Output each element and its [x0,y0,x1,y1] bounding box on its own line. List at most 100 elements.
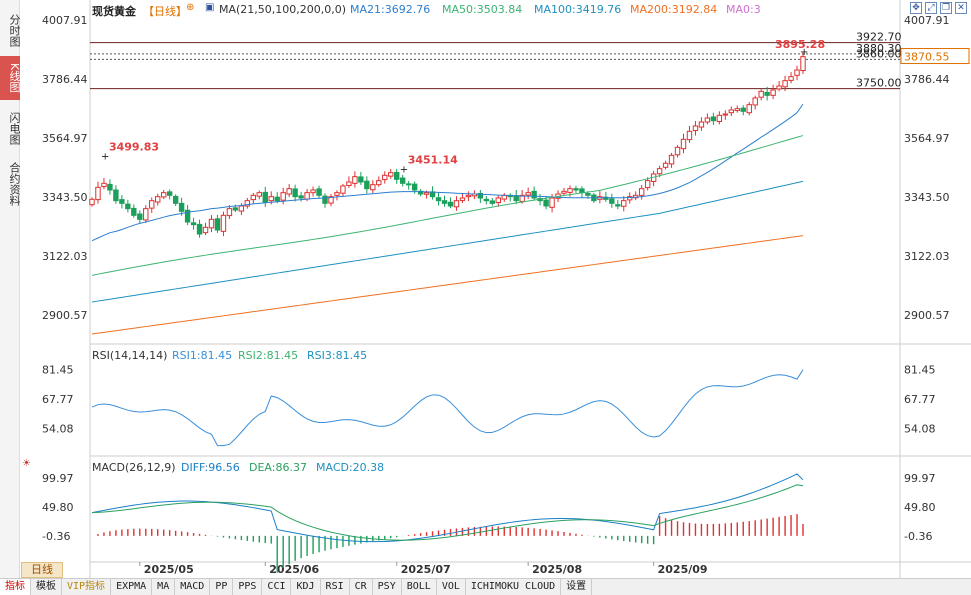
toolbar-btn-3[interactable]: EXPMA [111,579,153,595]
candle-body [573,188,579,191]
level-label-3: 3750.00 [856,77,902,90]
ma100-line [91,180,804,303]
candle-body [190,222,197,226]
candle-body [137,213,143,220]
candle-body [519,194,525,202]
macd-label: MACD(26,12,9) [92,461,176,474]
toolbar-btn-9[interactable]: KDJ [291,579,321,595]
candle-body [232,207,239,211]
macd-diff-value: DIFF:96.56 [181,461,240,474]
toolbar-btn-2[interactable]: VIP指标 [62,579,112,595]
macd-tick-right-0: 99.97 [904,472,936,485]
toolbar-btn-8[interactable]: CCI [262,579,292,595]
toolbar-btn-11[interactable]: CR [350,579,373,595]
candle-body [149,200,155,209]
expand-icon[interactable]: ⤢ [925,2,937,14]
candle-body [603,196,609,200]
move-icon[interactable]: ✥ [910,2,922,14]
candle-body [178,202,185,212]
price-tick-left-4: 3122.03 [42,250,88,263]
high-annotation: 3895.28 [775,38,825,51]
tab-kline-chart[interactable]: K线图 [0,56,21,100]
candle-body [549,197,555,208]
candle-body [160,192,167,198]
macd-dea-line [91,484,804,541]
ma200-value: MA200:3192.84 [630,3,718,16]
current-price-box [900,48,970,65]
candle-body [453,200,460,208]
month-label-3: 2025/08 [532,563,582,576]
candle-body [734,108,740,112]
chart-svg[interactable]: 4007.91 4007.91 3786.44 3786.44 3564.97 3564.… [20,0,971,578]
tab-time-chart[interactable]: 分时图 [8,13,21,47]
tab-contract-info[interactable]: 合约资料 [8,162,21,206]
level-label-1: 3880.30 [856,42,902,55]
candle-body [238,205,245,212]
ma50-value: MA50:3503.84 [442,3,523,16]
candle-body [358,176,364,183]
macd-macd-value: MACD:20.38 [316,461,385,474]
candle-body [495,197,501,204]
period-label[interactable]: 【日线】 [143,5,187,18]
candle-body [166,191,173,196]
toolbar-btn-12[interactable]: PSY [373,579,402,595]
candle-body [447,201,454,207]
toolbar-btn-7[interactable]: PPS [233,579,263,595]
close-icon[interactable]: ✕ [955,2,967,14]
toolbar-btn-14[interactable]: VOL [437,579,466,595]
candle-body [764,91,770,96]
candle-body [382,174,388,181]
toolbar-btn-16[interactable]: 设置 [561,579,593,595]
ma-image-icon[interactable]: ▣ [205,2,215,13]
macd-tick-right-2: -0.36 [904,530,932,543]
candle-body [615,204,621,207]
candle-body [107,183,113,191]
candle-body [202,226,209,234]
macd-tick-right-1: 49.80 [904,501,936,514]
candle-body [244,200,251,207]
candle-body [340,185,346,194]
candle-body [698,121,705,128]
indicator-toolbar: 指标 模板 VIP指标 EXPMA MA MACD PP PPS CCI KDJ RSI CR PSY B… [0,578,971,595]
candle-body [531,190,537,199]
toolbar-btn-13[interactable]: BOLL [402,579,437,595]
toolbar-btn-10[interactable]: RSI [321,579,350,595]
ma21-value: MA21:3692.76 [350,3,431,16]
macd-tick-left-0: 99.97 [42,472,74,485]
ma200-line [91,235,804,335]
period-button[interactable]: 日线 [21,562,63,578]
candle-body [304,192,310,200]
candle-body [459,197,466,201]
candle-body [274,196,280,202]
candle-body [131,207,137,216]
candle-body [662,162,669,168]
price-tick-right-2: 3564.97 [904,132,950,145]
toolbar-btn-1[interactable]: 模板 [31,579,62,595]
candle-body [710,116,717,122]
month-label-1: 2025/06 [269,563,319,576]
candle-body [405,183,412,186]
candle-body [352,176,358,184]
toolbar-btn-0[interactable]: 指标 [0,579,31,595]
candle-body [399,177,406,184]
tab-flash-chart[interactable]: 闪电图 [8,111,21,145]
peak-cross-1: + [400,164,408,175]
month-label-0: 2025/05 [144,563,194,576]
toolbar-btn-15[interactable]: ICHIMOKU CLOUD [466,579,562,595]
macd-settings-icon[interactable]: ☀ [22,458,31,469]
month-label-4: 2025/09 [658,563,708,576]
current-price-label: 3870.55 [904,51,950,64]
rsi-tick-right-1: 67.77 [904,393,936,406]
toolbar-btn-5[interactable]: MACD [175,579,211,595]
candle-body [489,200,496,204]
restore-icon[interactable]: ❐ [940,2,952,14]
candle-body [346,181,352,186]
rsi-label: RSI(14,14,14) [92,349,168,362]
toolbar-btn-6[interactable]: PP [210,579,234,595]
price-tick-left-5: 2900.57 [42,309,88,322]
settings-circle-icon[interactable]: ⊕ [186,2,195,13]
chart-area[interactable]: 4007.91 4007.91 3786.44 3786.44 3564.97 3564.… [20,0,971,578]
candle-body [411,183,418,191]
toolbar-btn-4[interactable]: MA [152,579,176,595]
candle-body [286,188,292,195]
